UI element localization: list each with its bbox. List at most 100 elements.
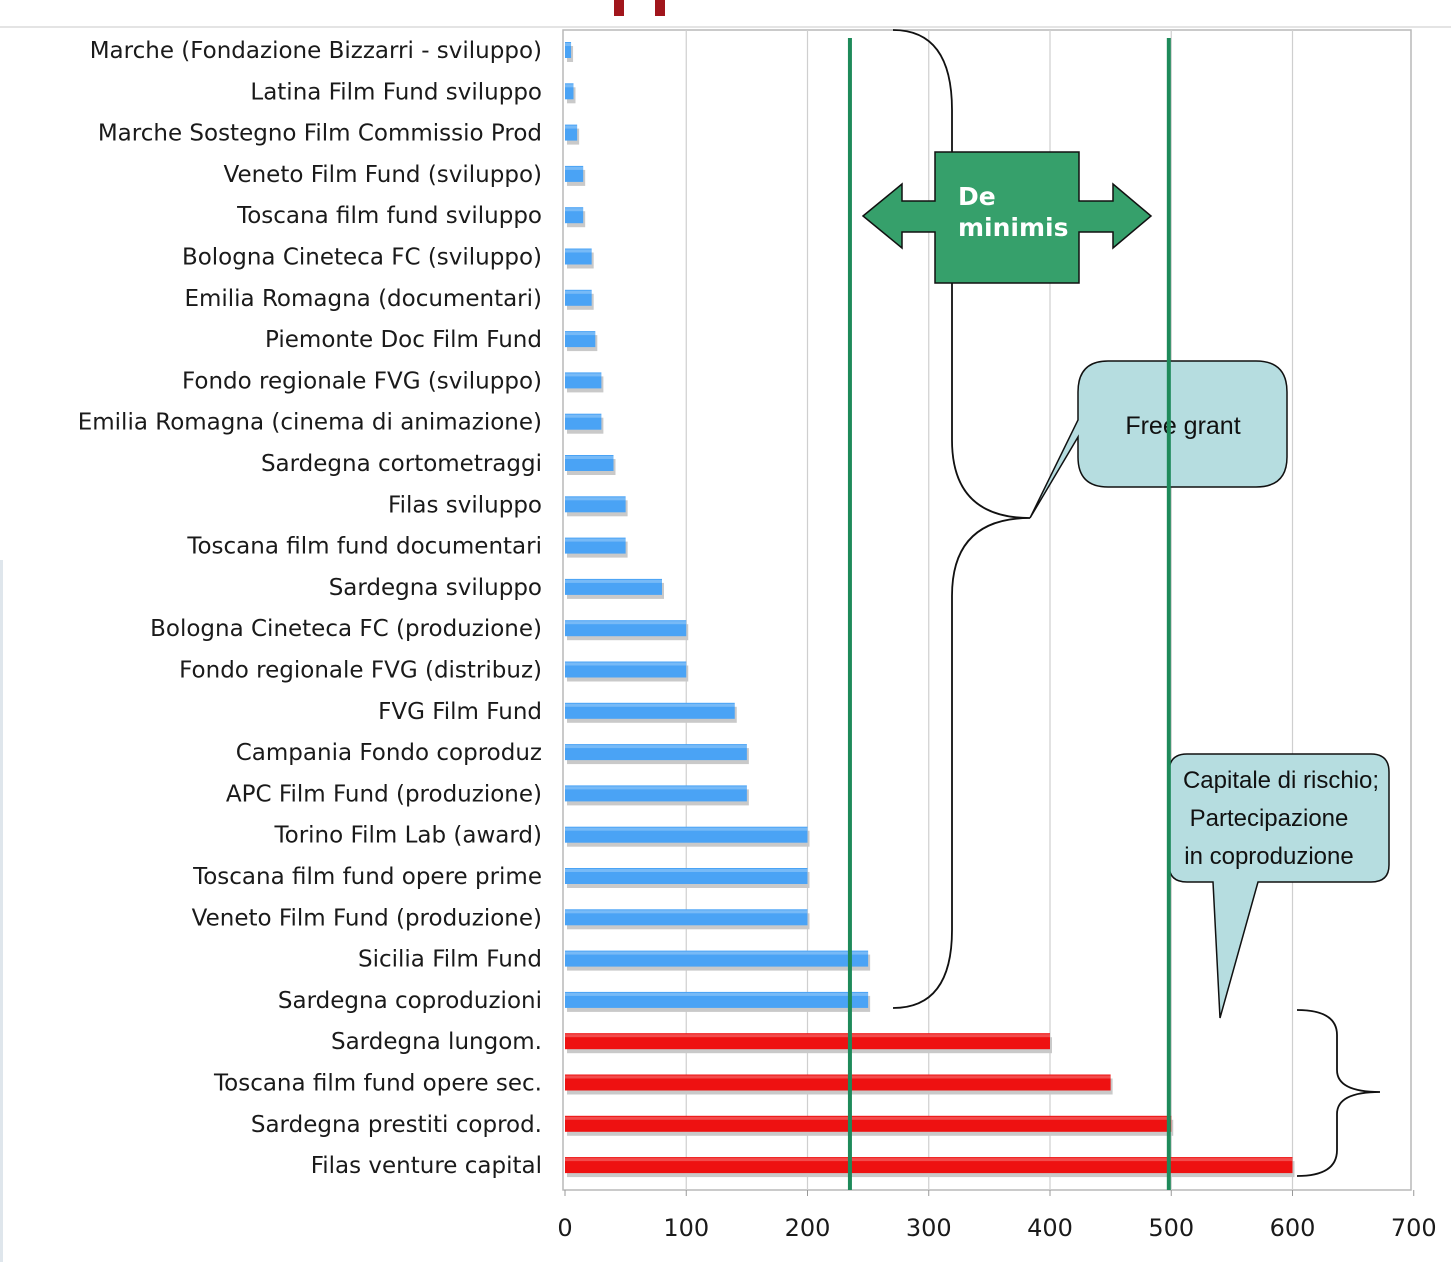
bar — [565, 950, 869, 967]
left-edge-strip — [0, 560, 3, 1262]
bar-highlight — [565, 1034, 1050, 1038]
free-grant-label: Free grant — [1125, 412, 1240, 440]
bar — [565, 1157, 1293, 1174]
bar-highlight — [565, 786, 747, 790]
bar-highlight — [565, 373, 602, 377]
category-label: Sicilia Film Fund — [358, 947, 542, 973]
bar-highlight — [565, 1116, 1172, 1120]
bar — [565, 785, 747, 802]
category-label: FVG Film Fund — [378, 699, 542, 725]
bar — [565, 331, 596, 348]
bar-highlight — [565, 290, 592, 294]
bar-highlight — [565, 208, 584, 212]
category-label: Bologna Cineteca FC (sviluppo) — [182, 245, 542, 271]
bar-highlight — [565, 43, 572, 46]
category-label: Sardegna lungom. — [331, 1029, 542, 1055]
bar-highlight — [565, 249, 592, 253]
category-label: Bologna Cineteca FC (produzione) — [150, 616, 542, 642]
category-label: Sardegna cortometraggi — [261, 451, 542, 477]
category-label: Veneto Film Fund (sviluppo) — [224, 162, 543, 188]
category-label: Sardegna sviluppo — [329, 575, 542, 601]
category-label: Toscana film fund documentari — [186, 534, 542, 560]
category-label: Latina Film Fund sviluppo — [250, 79, 542, 105]
category-label: Filas sviluppo — [388, 492, 542, 518]
category-label: Marche Sostegno Film Commissio Prod — [98, 121, 542, 147]
category-label: Fondo regionale FVG (sviluppo) — [182, 368, 542, 394]
bar-highlight — [565, 125, 578, 129]
bar-highlight — [565, 414, 602, 418]
bars — [565, 42, 1295, 1178]
bar-highlight — [565, 538, 626, 542]
bar — [565, 1074, 1111, 1091]
category-label: Toscana film fund opere sec. — [213, 1071, 542, 1097]
de-minimis-arrow-shape — [861, 151, 1153, 284]
x-tick-label: 400 — [1027, 1214, 1073, 1242]
category-label: APC Film Fund (produzione) — [226, 781, 542, 807]
bar-highlight — [565, 332, 596, 336]
bar — [565, 455, 614, 471]
bar-highlight — [565, 166, 584, 170]
bar-highlight — [565, 910, 808, 914]
risk-capital-callout: Capitale di rischio; Partecipazione in c… — [1168, 753, 1390, 1019]
x-tick-label: 100 — [663, 1214, 709, 1242]
category-label: Toscana film fund sviluppo — [236, 203, 542, 229]
bar — [565, 744, 747, 761]
bar — [565, 83, 574, 100]
free-grant-callout: Free grant — [1029, 360, 1288, 519]
decoration-top-mark — [655, 0, 665, 16]
x-axis-ticks: 0 100 200 300 400 500 600 700 — [557, 1190, 1437, 1242]
bar-highlight — [565, 579, 662, 583]
category-label: Filas venture capital — [311, 1153, 542, 1179]
bar-highlight — [565, 992, 869, 996]
category-label: Emilia Romagna (documentari) — [184, 286, 542, 312]
risk-capital-label-line2: Partecipazione — [1190, 805, 1349, 832]
bar — [565, 826, 808, 843]
bar — [565, 496, 626, 513]
x-tick-label: 700 — [1391, 1214, 1437, 1242]
bar-highlight — [565, 456, 614, 459]
category-labels: Marche (Fondazione Bizzarri - sviluppo) L… — [78, 38, 542, 1179]
bar — [565, 578, 662, 595]
bar-highlight — [565, 827, 808, 831]
bar — [565, 702, 735, 719]
bar — [565, 868, 808, 884]
category-label: Emilia Romagna (cinema di animazione) — [78, 410, 542, 436]
bar-highlight — [565, 745, 747, 749]
x-tick-label: 200 — [785, 1214, 831, 1242]
category-label: Sardegna coproduzioni — [278, 988, 542, 1014]
bar — [565, 124, 578, 141]
category-label: Campania Fondo coproduz — [236, 740, 542, 766]
bar — [565, 248, 592, 265]
x-tick-label: 300 — [906, 1214, 952, 1242]
bar — [565, 537, 626, 554]
bar-highlight — [565, 703, 735, 707]
x-tick-label: 0 — [557, 1214, 572, 1242]
bar — [565, 991, 869, 1008]
free-grant-callout-shape — [1029, 360, 1288, 519]
bar — [565, 165, 584, 182]
bar-highlight — [565, 662, 687, 666]
de-minimis-arrow: De minimis — [861, 151, 1153, 284]
category-label: Fondo regionale FVG (distribuz) — [179, 658, 542, 684]
risk-capital-brace — [1296, 1009, 1381, 1177]
bar — [565, 289, 592, 306]
bar-highlight — [565, 84, 574, 88]
category-label: Piemonte Doc Film Fund — [265, 327, 542, 353]
risk-capital-label-line3: in coproduzione — [1184, 843, 1353, 870]
decoration-top-mark — [614, 0, 624, 16]
bar — [565, 207, 584, 224]
bar-highlight — [565, 951, 869, 955]
x-tick-label: 500 — [1148, 1214, 1194, 1242]
bar — [565, 661, 687, 678]
category-label: Sardegna prestiti coprod. — [251, 1112, 542, 1138]
bar — [565, 909, 808, 926]
bar — [565, 620, 687, 637]
bar — [565, 372, 602, 389]
bar — [565, 42, 572, 58]
x-tick-label: 600 — [1270, 1214, 1316, 1242]
category-label: Torino Film Lab (award) — [274, 823, 543, 849]
bar-highlight — [565, 497, 626, 501]
category-label: Veneto Film Fund (produzione) — [192, 905, 542, 931]
reference-lines — [847, 38, 1171, 1190]
